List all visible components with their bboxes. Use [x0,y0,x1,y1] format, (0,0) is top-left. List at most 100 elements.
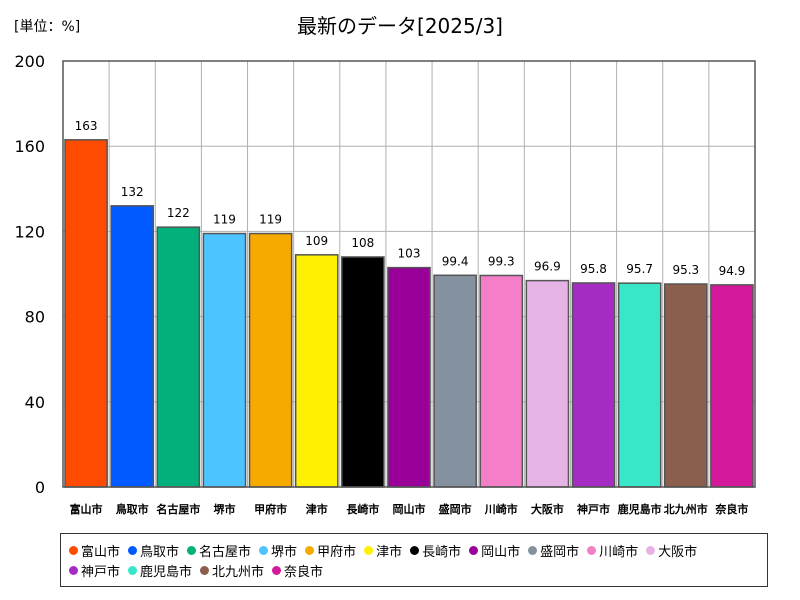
data-label: 119 [213,213,236,227]
data-label: 132 [121,185,144,199]
legend-label: 鹿児島市 [140,564,193,580]
y-tick-label: 120 [14,222,45,241]
bar-3 [156,226,201,488]
legend-label: 盛岡市 [540,544,580,560]
legend-label: 奈良市 [284,564,324,580]
x-tick-label: 奈良市 [714,502,748,516]
legend-marker [128,565,138,575]
bar-13 [617,282,662,488]
x-tick-label: 大阪市 [531,502,564,516]
bar-1 [64,139,108,488]
legend-label: 富山市 [81,544,121,560]
legend-label: 北九州市 [212,564,265,580]
x-tick-label: 鳥取市 [116,502,149,516]
legend-item: 川崎市 [587,540,638,560]
legend-marker [69,545,78,555]
legend-marker [200,565,210,575]
legend-item: 名古屋市 [187,540,251,560]
legend-label: 甲府市 [317,544,357,560]
legend-marker [364,545,374,555]
legend: 富山市 鳥取市 名古屋市 堺市 甲府市 津市 長崎市 岡山市 盛岡市 川崎市 大阪市神戸市 鹿児島市 北… [60,533,768,587]
legend-label: 長崎市 [422,544,462,560]
data-label: 95.8 [580,262,607,276]
plot-frame [62,60,756,488]
x-tick-label: 堺市 [213,502,235,516]
x-tick-label: 盛岡市 [439,502,472,516]
legend-marker [259,545,269,555]
x-tick-label: 名古屋市 [156,502,200,516]
legend-marker [128,545,138,555]
legend-label: 津市 [376,544,403,560]
bar-8 [387,266,431,488]
data-label: 103 [398,247,421,261]
legend-item: 大阪市 [646,540,697,560]
y-tick-label: 200 [14,52,45,71]
legend-marker [646,545,656,555]
x-tick-label: 岡山市 [393,502,426,516]
x-tick-label: 鹿児島市 [618,502,662,516]
legend-item: 神戸市 [69,560,120,580]
bar-5 [248,232,293,488]
legend-item: 鹿児島市 [128,560,192,580]
y-tick-label: 0 [35,478,45,497]
legend-marker [187,545,197,555]
legend-marker [587,545,597,555]
bar-11 [525,279,570,488]
legend-marker [469,545,479,555]
bar-15 [710,284,754,488]
data-label: 122 [167,206,190,220]
legend-label: 堺市 [271,544,298,560]
x-tick-label: 甲府市 [254,502,287,516]
legend-label: 名古屋市 [199,544,252,560]
x-tick-label: 川崎市 [484,502,518,516]
legend-item: 甲府市 [305,540,356,560]
bar-7 [341,256,385,488]
legend-item: 奈良市 [272,560,323,580]
legend-label: 川崎市 [599,544,639,560]
x-tick-label: 津市 [306,502,328,516]
legend-marker [305,545,315,555]
x-tick-label: 長崎市 [346,502,379,516]
legend-item: 岡山市 [469,540,520,560]
y-tick-label: 80 [25,308,45,327]
legend-label: 岡山市 [481,544,521,560]
chart-title: 最新のデータ[2025/3] [297,14,503,38]
data-label: 163 [75,119,98,133]
data-label: 99.3 [488,254,515,268]
data-label: 95.3 [672,263,699,277]
x-tick-label: 北九州市 [664,502,708,516]
unit-label: [単位：%] [14,19,81,35]
y-tick-label: 40 [25,393,45,412]
legend-marker [272,565,282,575]
bar-2 [110,205,155,488]
legend-label: 神戸市 [81,564,121,580]
data-label: 96.9 [534,260,561,274]
legend-item: 津市 [364,540,402,560]
bar-chart: 0 40 80 120 160 200 163 富山市 132 鳥取市 122 名古屋市 119 堺市 11… [14,52,756,516]
legend-marker [528,545,538,555]
x-tick-label: 神戸市 [577,502,610,516]
data-label: 94.9 [719,264,746,278]
bar-12 [571,282,616,488]
legend-label: 大阪市 [658,544,698,560]
data-label: 109 [305,234,328,248]
bar-10 [479,274,524,488]
y-tick-label: 160 [14,137,45,156]
data-label: 95.7 [626,262,653,276]
data-label: 119 [259,213,282,227]
legend-item: 鳥取市 [128,540,179,560]
legend-marker [410,545,420,555]
legend-item: 堺市 [259,540,297,560]
data-label: 99.4 [442,254,469,268]
legend-label: 鳥取市 [140,544,180,560]
legend-item: 盛岡市 [528,540,579,560]
bar-9 [433,274,477,488]
legend-item: 北九州市 [200,560,264,580]
bar-14 [663,283,708,488]
legend-item: 長崎市 [410,540,461,560]
legend-marker [69,565,78,575]
legend-item: 富山市 [69,540,120,560]
bar-6 [294,254,339,488]
data-label: 108 [351,236,374,250]
bar-4 [202,232,247,488]
